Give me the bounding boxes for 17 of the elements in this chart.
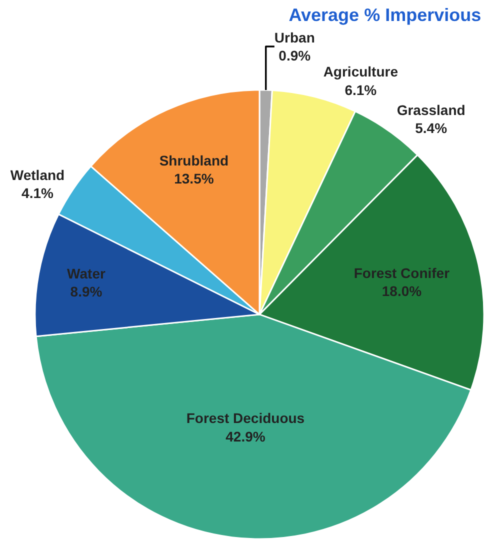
data-label: 8.9% — [70, 284, 103, 300]
slice-label: Forest Deciduous — [186, 410, 305, 426]
data-label: 42.9% — [226, 428, 266, 444]
slice-label: Shrubland — [159, 152, 229, 168]
data-label: 13.5% — [174, 170, 214, 187]
slice-label: Water — [67, 265, 106, 282]
data-label: 4.1% — [22, 184, 54, 201]
slice-label: Agriculture — [323, 64, 398, 80]
data-label: 6.1% — [344, 82, 378, 98]
data-label: 5.4% — [415, 120, 448, 136]
chart-title: Average % Impervious — [288, 4, 482, 25]
slice-label: Urban — [274, 29, 315, 46]
slice-label: Grassland — [396, 102, 466, 118]
data-label: 18.0% — [382, 283, 422, 300]
slice-label: Wetland — [10, 166, 65, 183]
data-label: 0.9% — [278, 48, 312, 64]
slice-label: Forest Conifer — [354, 264, 450, 281]
